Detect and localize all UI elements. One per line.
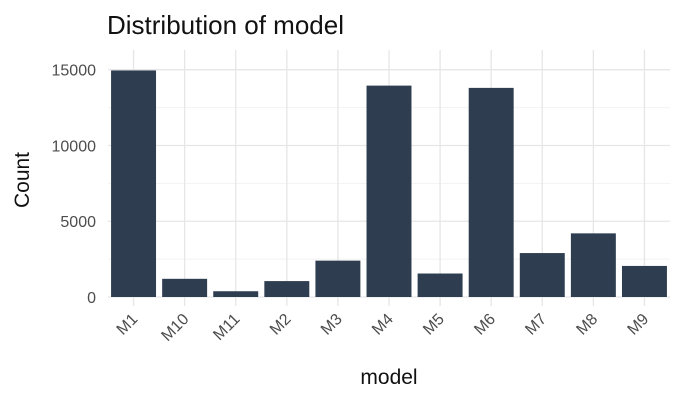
bar-m10: [162, 278, 208, 297]
bar-m6: [468, 87, 514, 297]
x-tick-label: M5: [420, 311, 448, 339]
bars: [111, 70, 667, 297]
x-tick-labels: M1 M10 M11 M2 M3 M4 M5 M6 M7 M8 M9: [114, 311, 653, 345]
x-tick-label: M10: [158, 311, 192, 345]
x-tick-label: M2: [267, 311, 295, 339]
bar-m9: [621, 265, 667, 297]
bar-m11: [213, 291, 259, 297]
y-tick-labels: 0 5000 10000 15000: [52, 63, 97, 307]
x-axis-title: model: [360, 366, 417, 389]
x-tick-label: M1: [114, 311, 142, 339]
bar-m8: [570, 233, 616, 297]
bar-m2: [264, 281, 310, 297]
y-tick-label: 10000: [52, 138, 97, 155]
y-tick-label: 15000: [52, 63, 97, 80]
bar-m7: [519, 253, 565, 297]
y-tick-label: 0: [87, 290, 96, 307]
y-axis-title: Count: [11, 152, 34, 208]
x-tick-label: M8: [573, 311, 601, 339]
bar-m4: [366, 85, 412, 297]
x-tick-label: M3: [318, 311, 346, 339]
x-tick-label: M11: [210, 311, 243, 344]
x-tick-label: M6: [471, 311, 499, 339]
bar-m3: [315, 260, 361, 297]
x-tick-label: M7: [522, 311, 550, 339]
bar-m5: [417, 273, 463, 297]
bar-m1: [111, 70, 157, 297]
chart-title: Distribution of model: [107, 10, 344, 40]
x-tick-label: M4: [369, 311, 397, 339]
x-tick-label: M9: [625, 311, 653, 339]
y-tick-label: 5000: [60, 214, 96, 231]
